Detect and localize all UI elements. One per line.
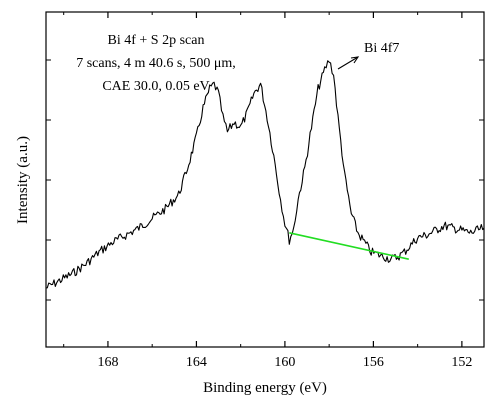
x-ticks: 168 164 160 156 152 xyxy=(63,12,472,370)
x-tick-label: 156 xyxy=(363,355,384,370)
x-tick-label: 168 xyxy=(97,355,118,370)
peak-arrow xyxy=(337,56,359,70)
peak-arrow-head xyxy=(350,56,360,64)
peak-label: Bi 4f7 xyxy=(364,41,399,56)
y-axis-label: Intensity (a.u.) xyxy=(15,136,31,224)
series-group xyxy=(45,60,485,289)
y-ticks xyxy=(46,59,484,301)
annotation-line-2: 7 scans, 4 m 40.6 s, 500 μm, xyxy=(76,56,236,71)
annotation-line-1: Bi 4f + S 2p scan xyxy=(108,33,205,48)
x-tick-label: 152 xyxy=(451,355,472,370)
x-tick-label: 160 xyxy=(274,355,295,370)
spectrum-line xyxy=(45,60,485,289)
x-axis-label: Binding energy (eV) xyxy=(203,380,327,396)
x-tick-label: 164 xyxy=(186,355,207,370)
annotation-line-3: CAE 30.0, 0.05 eV xyxy=(102,79,209,94)
baseline-line xyxy=(289,232,409,260)
